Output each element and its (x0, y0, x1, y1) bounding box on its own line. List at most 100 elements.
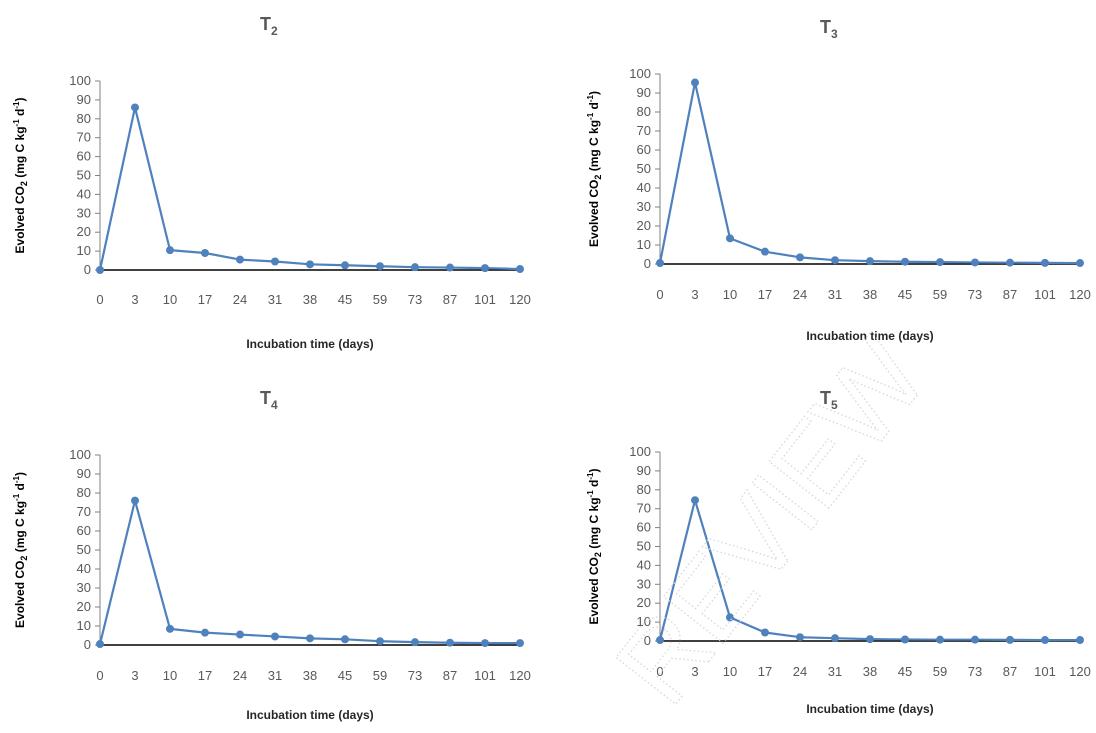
x-tick-label: 59 (373, 668, 387, 683)
x-tick-label: 17 (198, 292, 212, 307)
x-tick-label: 10 (163, 668, 177, 683)
y-tick-label: 20 (77, 599, 91, 614)
x-tick-label: 59 (933, 664, 947, 679)
data-point (796, 253, 804, 262)
y-tick-label: 30 (637, 576, 651, 591)
x-tick-label: 87 (1003, 664, 1017, 679)
data-point (726, 613, 734, 622)
y-tick-label: 90 (77, 92, 91, 107)
x-tick-label: 101 (1034, 287, 1056, 302)
y-tick-label: 20 (637, 218, 651, 233)
data-point (271, 632, 279, 641)
x-tick-label: 59 (933, 287, 947, 302)
data-point (971, 635, 979, 644)
x-tick-label: 59 (373, 292, 387, 307)
x-tick-label: 17 (198, 668, 212, 683)
y-tick-label: 70 (637, 501, 651, 516)
data-point (831, 634, 839, 643)
x-axis-label: Incubation time (days) (246, 708, 373, 722)
data-point (236, 630, 244, 639)
x-tick-label: 38 (863, 664, 877, 679)
x-tick-label: 31 (268, 668, 282, 683)
data-point (901, 257, 909, 266)
y-tick-label: 70 (637, 123, 651, 138)
x-tick-label: 17 (758, 664, 772, 679)
data-point (971, 258, 979, 267)
y-tick-label: 70 (77, 130, 91, 145)
x-tick-label: 38 (863, 287, 877, 302)
series-line (658, 81, 1081, 265)
y-tick-label: 10 (77, 243, 91, 258)
x-tick-label: 17 (758, 287, 772, 302)
data-point (1076, 636, 1084, 645)
x-tick-label: 24 (233, 292, 247, 307)
x-tick-label: 0 (656, 287, 663, 302)
x-tick-label: 120 (509, 668, 531, 683)
y-tick-label: 30 (637, 199, 651, 214)
data-point (446, 263, 454, 272)
data-point (796, 633, 804, 642)
x-tick-label: 31 (828, 664, 842, 679)
data-point (1076, 259, 1084, 268)
x-tick-label: 24 (793, 287, 807, 302)
x-tick-label: 120 (1069, 287, 1091, 302)
data-point (341, 635, 349, 644)
chart-panel-t2: T2 0 10 20 30 40 50 60 70 80 90 100 0 3 10 17 24 31 38 45 5… (12, 14, 531, 351)
x-axis-label: Incubation time (days) (806, 329, 933, 343)
y-tick-label: 90 (77, 466, 91, 481)
data-point (1006, 635, 1014, 644)
data-point (341, 261, 349, 270)
y-tick-label: 60 (637, 142, 651, 157)
y-tick-label: 50 (77, 168, 91, 183)
data-point (271, 257, 279, 266)
x-tick-label: 87 (443, 668, 457, 683)
x-tick-label: 0 (96, 668, 103, 683)
chart-panel-t4: T4 0 10 20 30 40 50 60 70 80 90 100 0 3 10 17 24 31 38 45 5… (12, 388, 531, 722)
y-tick-label: 60 (637, 520, 651, 535)
y-tick-label: 80 (77, 111, 91, 126)
chart-title: T5 (820, 388, 838, 412)
series-line (98, 499, 520, 645)
y-tick-label: 100 (629, 444, 651, 459)
x-tick-label: 31 (828, 287, 842, 302)
data-point (166, 624, 174, 633)
x-tick-label: 24 (233, 668, 247, 683)
x-tick-label: 45 (898, 664, 912, 679)
data-point (691, 496, 699, 505)
y-tick-label: 70 (77, 504, 91, 519)
y-tick-label: 10 (637, 237, 651, 252)
y-axis-label: Evolved CO2 (mg C kg-1 d-1) (586, 91, 603, 247)
y-tick-label: 60 (77, 523, 91, 538)
y-axis-label: Evolved CO2 (mg C kg-1 d-1) (586, 469, 603, 625)
data-point (656, 636, 664, 645)
data-point (481, 264, 489, 273)
x-tick-label: 0 (96, 292, 103, 307)
y-tick-label: 10 (637, 614, 651, 629)
y-tick-label: 90 (637, 463, 651, 478)
y-tick-label: 40 (637, 180, 651, 195)
y-tick-label: 50 (637, 161, 651, 176)
x-tick-label: 73 (408, 292, 422, 307)
data-point (516, 639, 524, 648)
y-tick-label: 50 (637, 539, 651, 554)
data-point (376, 637, 384, 646)
x-tick-label: 31 (268, 292, 282, 307)
y-tick-label: 0 (644, 633, 651, 648)
data-point (306, 634, 314, 643)
data-point (761, 628, 769, 637)
data-point (901, 635, 909, 644)
y-axis-label: Evolved CO2 (mg C kg-1 d-1) (12, 472, 29, 628)
data-point (96, 640, 104, 649)
x-tick-label: 101 (474, 292, 496, 307)
x-tick-label: 45 (898, 287, 912, 302)
y-tick-label: 40 (637, 557, 651, 572)
data-point (96, 266, 104, 274)
x-tick-label: 24 (793, 664, 807, 679)
x-tick-label: 87 (1003, 287, 1017, 302)
y-tick-label: 60 (77, 149, 91, 164)
data-point (866, 635, 874, 644)
y-axis-label: Evolved CO2 (mg C kg-1 d-1) (12, 98, 29, 254)
y-tick-label: 80 (77, 485, 91, 500)
data-point (376, 262, 384, 271)
